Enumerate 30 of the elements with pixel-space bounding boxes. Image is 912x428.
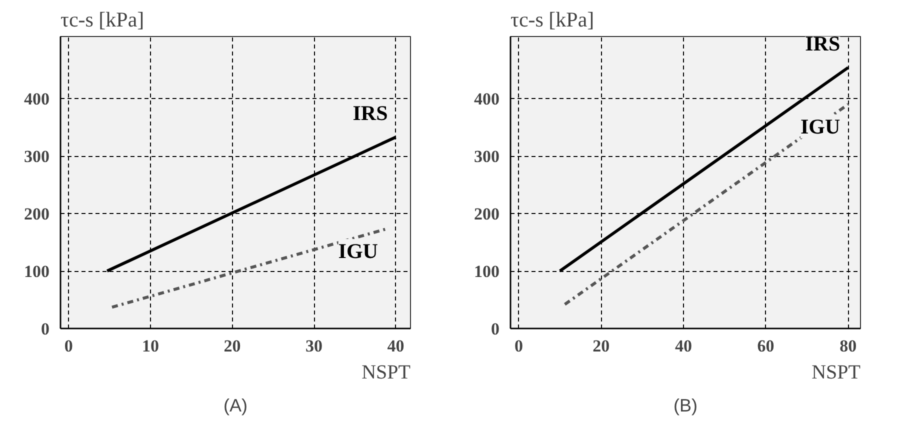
x-tick-label: 10 (142, 336, 159, 356)
x-axis-title: NSPT (812, 362, 860, 384)
y-tick-label: 300 (24, 147, 50, 166)
x-tick-label: 60 (757, 336, 774, 356)
y-tick-label: 400 (474, 90, 500, 109)
y-tick-label: 100 (474, 262, 500, 282)
series-label: IRS (352, 101, 388, 126)
text: (A) (224, 396, 248, 416)
y-tick-label: 200 (474, 204, 500, 224)
x-tick-label: 40 (387, 336, 404, 356)
y-tick-label: 0 (491, 320, 500, 338)
x-tick-label: 30 (306, 336, 323, 356)
y-tick-label: 100 (24, 262, 50, 282)
x-tick-label: 40 (674, 336, 692, 356)
series-label: IGU (800, 114, 840, 138)
x-axis-title: NSPT (362, 362, 410, 384)
x-tick-label: 80 (840, 336, 857, 356)
text: (B) (674, 396, 698, 416)
y-tick-label: 200 (24, 204, 50, 224)
x-tick-label: 20 (224, 336, 241, 356)
y-tick-label: 300 (474, 147, 500, 166)
y-tick-label: 0 (41, 320, 50, 338)
series-label: IGU (338, 239, 378, 264)
y-tick-label: 400 (24, 90, 50, 109)
x-tick-label: 20 (592, 336, 610, 356)
series-label: IRS (805, 32, 840, 56)
y-axis-title: τc-s [kPa] (60, 8, 144, 32)
y-axis-title: τc-s [kPa] (510, 8, 594, 32)
x-tick-label: 0 (514, 336, 523, 356)
x-tick-label: 0 (64, 336, 73, 356)
